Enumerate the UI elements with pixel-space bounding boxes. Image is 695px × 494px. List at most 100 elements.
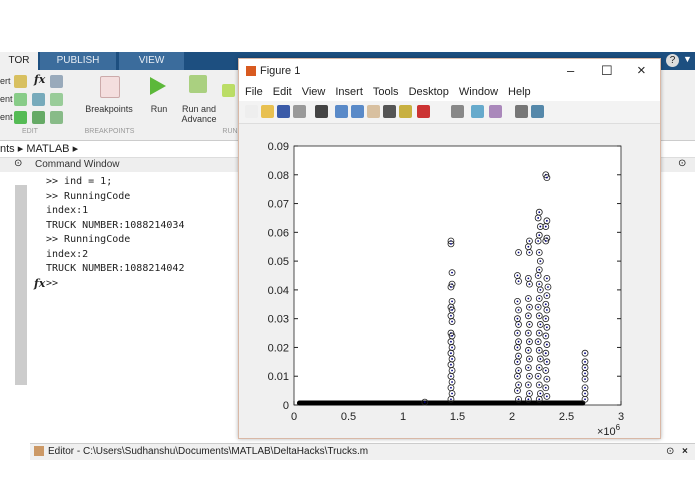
panel-menu-icon[interactable]: ⊙ bbox=[14, 158, 23, 169]
data-point-center bbox=[450, 375, 452, 378]
insert-figure-icon[interactable] bbox=[50, 75, 63, 88]
data-point-center bbox=[538, 366, 541, 369]
tab-publish[interactable]: PUBLISH bbox=[40, 52, 116, 70]
data-point bbox=[515, 395, 522, 403]
data-point bbox=[534, 338, 542, 346]
minimize-icon[interactable]: – bbox=[567, 63, 575, 78]
data-point bbox=[514, 387, 521, 395]
outdent-icon[interactable] bbox=[50, 111, 63, 124]
colorbar-icon[interactable] bbox=[471, 105, 484, 118]
comment-label[interactable]: ent bbox=[0, 94, 13, 104]
close-icon[interactable]: × bbox=[682, 446, 688, 457]
breadcrumb-item[interactable]: nts bbox=[0, 143, 15, 155]
run-advance-icon[interactable] bbox=[189, 75, 207, 93]
data-point-center bbox=[537, 240, 540, 242]
data-point-center bbox=[545, 395, 548, 398]
run-advance-button-line2: Advance bbox=[181, 114, 217, 124]
menu-view[interactable]: View bbox=[301, 86, 326, 98]
zoom-in-icon[interactable] bbox=[335, 105, 348, 118]
menu-help[interactable]: Help bbox=[508, 86, 531, 98]
y-tick-label: 0.08 bbox=[268, 170, 289, 182]
data-point-center bbox=[516, 375, 519, 378]
run-icon[interactable] bbox=[150, 77, 166, 95]
command-prompt[interactable]: >> bbox=[46, 277, 59, 289]
cmd-line: index:1 bbox=[46, 205, 89, 216]
panel-menu-icon[interactable]: ⊙ bbox=[678, 158, 687, 169]
data-point-center bbox=[527, 383, 530, 386]
data-point bbox=[448, 269, 456, 277]
data-point-center bbox=[528, 358, 531, 360]
menu-window[interactable]: Window bbox=[458, 86, 499, 98]
menu-file[interactable]: File bbox=[245, 86, 263, 98]
panel-menu-icon[interactable]: ⊙ bbox=[666, 446, 675, 457]
menu-insert[interactable]: Insert bbox=[335, 86, 363, 98]
data-point bbox=[526, 355, 533, 363]
data-point bbox=[542, 384, 550, 392]
data-point bbox=[524, 312, 532, 320]
data-point bbox=[514, 344, 521, 351]
legend-icon[interactable] bbox=[489, 105, 502, 118]
data-point bbox=[421, 398, 429, 406]
breakpoints-button[interactable]: Breakpoints bbox=[85, 104, 133, 114]
maximize-icon[interactable]: ☐ bbox=[601, 63, 613, 78]
data-point-center bbox=[516, 346, 519, 349]
smart-indent-icon[interactable] bbox=[14, 111, 27, 124]
data-point-center bbox=[544, 240, 547, 242]
pan-icon[interactable] bbox=[367, 105, 380, 118]
link-icon[interactable] bbox=[451, 105, 464, 118]
run-button[interactable]: Run bbox=[150, 104, 168, 114]
save-icon[interactable] bbox=[277, 105, 290, 118]
close-icon[interactable]: × bbox=[637, 62, 646, 79]
insert-icon[interactable] bbox=[14, 75, 27, 88]
cmd-line: TRUCK NUMBER:1088214034 bbox=[46, 219, 185, 231]
help-icon[interactable]: ? bbox=[666, 54, 679, 67]
editor-bar[interactable]: Editor - C:\Users\Sudhanshu\Documents\MA… bbox=[30, 443, 695, 460]
tab-editor[interactable]: TOR bbox=[0, 52, 38, 70]
fx-icon[interactable]: fx bbox=[34, 73, 46, 86]
data-point bbox=[543, 174, 551, 182]
run-advance-button[interactable]: Run and bbox=[181, 104, 217, 114]
data-point-center bbox=[450, 286, 452, 288]
zoom-out-icon[interactable] bbox=[351, 105, 364, 118]
breakpoints-icon[interactable] bbox=[100, 76, 120, 98]
insert-label[interactable]: ert bbox=[0, 76, 11, 86]
command-output: >> ind = 1; >> RunningCode index:1 TRUCK NU… bbox=[46, 175, 184, 291]
data-point-center bbox=[584, 352, 586, 355]
data-point-center bbox=[537, 306, 540, 309]
pointer-icon[interactable] bbox=[315, 105, 328, 118]
scrollbar[interactable] bbox=[15, 185, 27, 385]
print-icon[interactable] bbox=[293, 105, 306, 118]
new-icon[interactable] bbox=[245, 105, 258, 118]
data-point-center bbox=[527, 297, 530, 300]
menu-desktop[interactable]: Desktop bbox=[408, 86, 449, 98]
data-point-center bbox=[527, 366, 530, 369]
uncomment-icon[interactable] bbox=[32, 93, 45, 106]
data-point-center bbox=[451, 381, 453, 383]
hide-tools-icon[interactable] bbox=[515, 105, 528, 118]
menu-edit[interactable]: Edit bbox=[272, 86, 292, 98]
tab-view[interactable]: VIEW bbox=[119, 52, 184, 70]
data-point-center bbox=[528, 323, 531, 326]
data-point-center bbox=[451, 320, 453, 323]
run-section-icon[interactable] bbox=[222, 84, 235, 97]
indent-icon[interactable] bbox=[32, 111, 45, 124]
indent-label[interactable]: ent bbox=[0, 112, 13, 122]
wrap-comments-icon[interactable] bbox=[50, 93, 63, 106]
data-point bbox=[536, 321, 544, 328]
comment-icon[interactable] bbox=[14, 93, 27, 106]
data-cursor-icon[interactable] bbox=[399, 105, 412, 118]
breadcrumb-item[interactable]: MATLAB bbox=[26, 143, 70, 155]
rotate-icon[interactable] bbox=[383, 105, 396, 118]
menu-tools[interactable]: Tools bbox=[372, 86, 399, 98]
data-point bbox=[543, 292, 551, 300]
chevron-down-icon[interactable]: ▼ bbox=[683, 54, 692, 64]
data-point bbox=[534, 372, 542, 380]
data-point bbox=[515, 249, 522, 256]
fx-icon[interactable]: fx bbox=[34, 277, 46, 290]
axes-box bbox=[293, 145, 622, 406]
data-point bbox=[543, 306, 551, 314]
data-point bbox=[534, 272, 542, 279]
open-icon[interactable] bbox=[261, 105, 274, 118]
brush-icon[interactable] bbox=[417, 105, 430, 118]
show-tools-icon[interactable] bbox=[531, 105, 544, 118]
